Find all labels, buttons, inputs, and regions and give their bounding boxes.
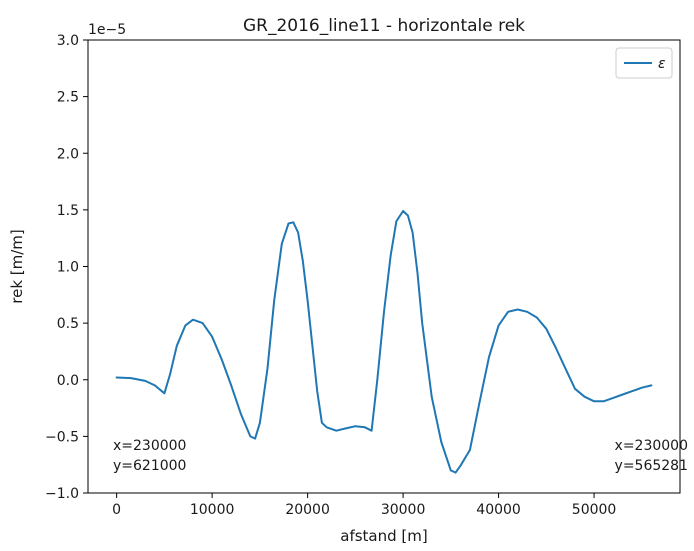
x-tick-label: 0 [112, 502, 121, 518]
x-tick-label: 50000 [572, 502, 617, 518]
legend-label: ε [658, 56, 666, 72]
y-axis-label: rek [m/m] [8, 229, 26, 304]
chart-title: GR_2016_line11 - horizontale rek [243, 16, 525, 36]
y-tick-label: 0.5 [57, 316, 79, 332]
x-tick-label: 40000 [476, 502, 521, 518]
position-annotation: y=621000 [113, 458, 186, 474]
y-tick-label: 0.0 [57, 373, 79, 389]
y-tick-label: −1.0 [45, 486, 79, 502]
y-tick-label: 2.5 [57, 90, 79, 106]
plot-frame [87, 39, 681, 494]
position-annotation: y=565281 [615, 458, 688, 474]
y-offset-label: 1e−5 [88, 22, 126, 38]
y-tick-label: −0.5 [45, 429, 79, 445]
x-tick-label: 30000 [381, 502, 426, 518]
y-tick-label: 1.5 [57, 203, 79, 219]
legend: ε [615, 47, 673, 79]
position-annotation: x=230000 [615, 438, 688, 454]
x-tick-label: 10000 [190, 502, 235, 518]
x-axis-label: afstand [m] [340, 527, 427, 545]
x-tick-label: 20000 [285, 502, 330, 518]
y-tick-label: 3.0 [57, 33, 79, 49]
series-line-epsilon [115, 210, 653, 474]
y-tick-label: 1.0 [57, 260, 79, 276]
y-tick-label: 2.0 [57, 146, 79, 162]
position-annotation: x=230000 [113, 438, 186, 454]
